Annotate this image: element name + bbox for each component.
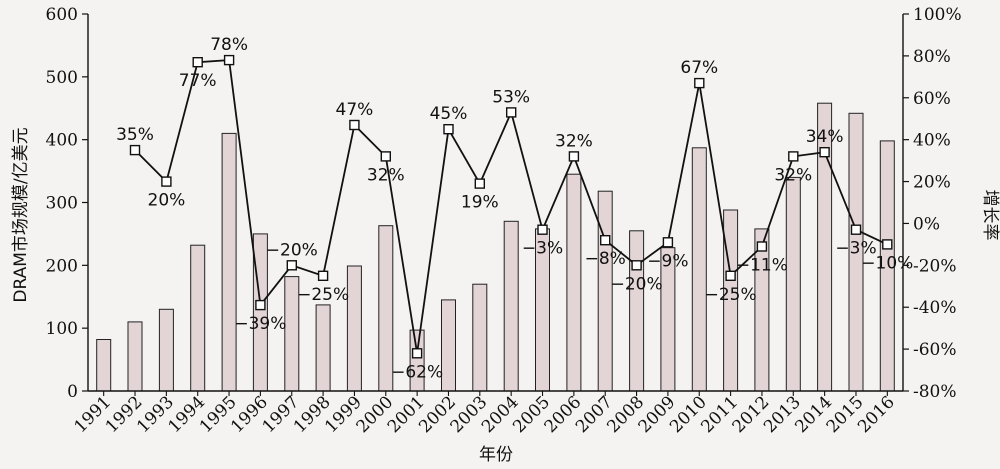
bar-2013 [785, 176, 801, 392]
growth-marker-2016 [882, 239, 893, 250]
x-axis-title: 年份 [479, 445, 513, 465]
y2-tick-label: -60% [913, 340, 957, 360]
growth-label-1993: 20% [148, 191, 186, 211]
y2-axis-title: 增长率 [980, 190, 1000, 241]
growth-marker-1996 [255, 299, 266, 311]
y-tick-label: 400 [46, 131, 78, 151]
y-tick-label: 500 [46, 68, 78, 88]
growth-label-1997: −20% [266, 240, 318, 260]
bar-1993 [158, 308, 174, 392]
growth-marker-2004 [506, 107, 517, 118]
growth-label-2009: −9% [647, 251, 688, 271]
y-tick-label: 100 [46, 319, 78, 339]
growth-label-1992: 35% [116, 125, 154, 145]
y2-tick-label: 80% [913, 47, 951, 67]
growth-marker-2001 [411, 348, 423, 359]
growth-label-2002: 45% [430, 104, 468, 124]
y2-tick-label: -20% [913, 256, 957, 276]
bar-2010 [691, 147, 707, 392]
y2-tick-label: 20% [913, 173, 951, 193]
growth-marker-2013 [788, 151, 799, 162]
growth-label-2013: 32% [774, 165, 812, 185]
growth-marker-2002 [443, 123, 454, 135]
growth-label-2016: −10% [861, 253, 913, 273]
growth-marker-2007 [600, 234, 611, 246]
y2-tick-label: 40% [913, 131, 951, 151]
y-axis-title: DRAM市场规模/亿美元 [11, 127, 31, 302]
bar-2006 [566, 173, 582, 392]
bar-1991 [96, 339, 112, 392]
bar-1992 [127, 321, 143, 392]
growth-marker-2012 [756, 241, 768, 252]
growth-label-2007: −8% [585, 249, 626, 269]
y2-tick-label: 0% [913, 214, 940, 234]
growth-marker-2006 [568, 151, 580, 162]
growth-label-2012: −11% [736, 256, 788, 276]
growth-marker-2000 [380, 151, 391, 162]
growth-marker-2010 [694, 77, 705, 89]
growth-marker-1999 [349, 119, 360, 131]
growth-marker-2009 [662, 237, 674, 248]
y-tick-label: 600 [46, 5, 78, 25]
growth-label-2005: −3% [522, 239, 563, 259]
y-tick-label: 200 [46, 256, 78, 276]
growth-label-2006: 32% [555, 131, 593, 151]
y2-tick-label: -80% [913, 382, 957, 402]
growth-label-1995: 78% [210, 35, 248, 55]
bar-1998 [315, 304, 331, 392]
bar-2004 [503, 220, 519, 392]
bar-1999 [346, 265, 362, 392]
bar-2002 [441, 299, 456, 392]
growth-marker-2003 [474, 178, 485, 189]
y2-tick-label: 60% [913, 89, 951, 109]
growth-label-2003: 19% [461, 193, 499, 213]
growth-label-1994: 77% [179, 71, 217, 91]
y-tick-label: 300 [46, 194, 78, 214]
growth-marker-1993 [161, 176, 172, 187]
growth-label-2011: −25% [705, 285, 757, 305]
growth-label-2014: 34% [806, 127, 844, 147]
growth-label-2010: 67% [680, 58, 718, 78]
bar-1995 [221, 132, 237, 392]
y2-tick-label: 100% [913, 5, 962, 25]
growth-marker-2014 [819, 146, 830, 158]
growth-label-1996: −39% [234, 314, 286, 334]
growth-marker-2015 [850, 224, 862, 235]
bar-2012 [754, 228, 770, 392]
bar-2003 [472, 283, 488, 392]
growth-label-2008: −20% [611, 274, 663, 294]
bar-1994 [190, 244, 206, 392]
growth-label-1998: −25% [297, 285, 349, 305]
y-tick-label: 0 [67, 382, 78, 402]
growth-marker-1992 [129, 144, 141, 156]
x-tick-label: 2016 [854, 392, 899, 437]
growth-label-2001: −62% [391, 362, 443, 382]
growth-marker-1994 [192, 57, 203, 68]
growth-marker-2008 [631, 260, 642, 271]
bar-2008 [629, 230, 645, 392]
growth-label-1999: 47% [336, 100, 374, 120]
growth-label-2015: −3% [835, 239, 876, 259]
growth-marker-1995 [223, 54, 235, 66]
growth-marker-1998 [317, 270, 329, 281]
growth-marker-2011 [725, 270, 736, 281]
growth-label-2000: 32% [367, 165, 405, 185]
growth-marker-2005 [537, 224, 548, 235]
growth-label-2004: 53% [492, 87, 530, 107]
y2-tick-label: -40% [913, 298, 957, 318]
growth-marker-1997 [286, 260, 297, 271]
